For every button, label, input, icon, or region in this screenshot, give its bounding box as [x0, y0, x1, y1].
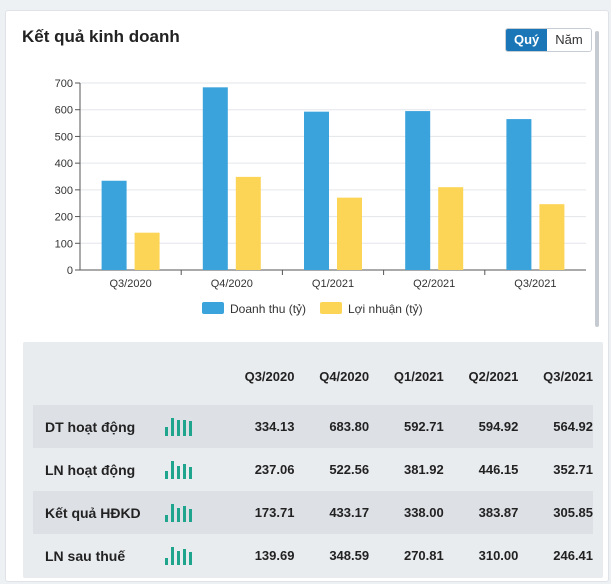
x-tick-label: Q3/2021 — [514, 278, 556, 290]
table-cell: 383.87 — [478, 505, 519, 520]
table-cell: 334.13 — [254, 419, 295, 434]
revenue-bar — [101, 180, 127, 270]
period-toggle: Quý Năm — [505, 28, 592, 52]
profit-bar — [337, 197, 362, 270]
table-cell: 246.41 — [553, 548, 594, 563]
table-cell: 522.56 — [329, 462, 370, 477]
table-cell: 381.92 — [403, 462, 444, 477]
row-label: LN hoạt động — [45, 461, 136, 478]
revenue-bar — [304, 111, 329, 270]
table-cell: 683.80 — [329, 419, 370, 434]
table-cell: 348.59 — [329, 548, 370, 563]
sparkline-bar — [170, 546, 174, 565]
legend-profit-label: Lợi nhuận (tỷ) — [348, 302, 423, 316]
table-cell: 592.71 — [403, 419, 444, 434]
sparkline-bar — [188, 466, 192, 479]
profit-bar — [134, 232, 160, 270]
row-label: Kết quả HĐKD — [45, 504, 141, 521]
column-header: Q1/2021 — [393, 368, 444, 384]
revenue-bar — [405, 111, 431, 270]
sparkline-icon[interactable] — [161, 459, 220, 481]
sparkline-bar — [182, 505, 186, 522]
y-tick-label: 400 — [55, 158, 73, 170]
sparkline-icon[interactable] — [161, 416, 220, 438]
table-row: Kết quả HĐKD 173.71 433.17 338.00 383.87… — [33, 491, 593, 534]
y-tick-label: 200 — [55, 212, 73, 224]
table-cell: 352.71 — [553, 462, 594, 477]
sparkline-icon[interactable] — [161, 502, 220, 524]
revenue-bar — [202, 87, 228, 270]
sparkline-bar — [188, 551, 192, 565]
y-tick-label: 500 — [55, 131, 73, 143]
profit-bar — [539, 204, 565, 270]
table-cell: 270.81 — [403, 548, 444, 563]
revenue-profit-chart: 0 100 200 300 400 500 600 700 Q3/2020 Q4/2020 Q1/2… — [55, 78, 586, 316]
table-cell: 310.00 — [478, 548, 519, 563]
table-row: LN sau thuế 139.69 348.59 270.81 310.00 … — [33, 534, 593, 577]
sparkline-bar — [176, 419, 180, 436]
sparkline-bar — [182, 463, 186, 479]
table-cell: 237.06 — [254, 462, 295, 477]
sparkline-bar — [176, 465, 180, 479]
table-cell: 338.00 — [403, 505, 444, 520]
business-results-card: Kết quả kinh doanh Quý Năm 0 100 200 300 400… — [5, 10, 609, 582]
sparkline-bar — [164, 470, 168, 479]
row-label: LN sau thuế — [45, 547, 126, 564]
sparkline-bar — [170, 503, 174, 522]
y-tick-label: 700 — [55, 78, 73, 90]
x-tick-label: Q2/2021 — [413, 278, 455, 290]
table-cell: 446.15 — [478, 462, 519, 477]
profit-bar — [235, 176, 261, 270]
profit-bar — [438, 187, 464, 270]
table-cell: 173.71 — [254, 505, 295, 520]
toggle-quarter-button[interactable]: Quý — [506, 29, 548, 51]
sparkline-bar — [170, 417, 174, 436]
sparkline-bar — [164, 557, 168, 565]
table-header-spark — [161, 365, 220, 387]
column-header: Q4/2020 — [319, 368, 370, 384]
sparkline-bar — [164, 426, 168, 436]
y-tick-label: 600 — [55, 105, 73, 117]
column-header: Q3/2020 — [244, 368, 295, 384]
column-header: Q3/2021 — [543, 368, 594, 384]
legend-profit-swatch — [320, 302, 342, 314]
table-cell: 139.69 — [254, 548, 295, 563]
sparkline-bar — [182, 419, 186, 436]
table-cell: 564.92 — [553, 419, 594, 434]
legend-revenue-swatch — [202, 302, 224, 314]
table-row: DT hoạt động 334.13 683.80 592.71 594.92… — [33, 405, 593, 448]
legend-revenue-label: Doanh thu (tỷ) — [230, 302, 306, 316]
sparkline-bar — [164, 514, 168, 522]
toggle-year-button[interactable]: Năm — [547, 29, 591, 51]
sparkline-bar — [176, 507, 180, 522]
sparkline-bar — [176, 550, 180, 565]
table-cell: 305.85 — [553, 505, 594, 520]
table-row: LN hoạt động 237.06 522.56 381.92 446.15… — [33, 448, 593, 491]
results-table: Q3/2020 Q4/2020 Q1/2021 Q2/2021 Q3/2021 … — [23, 342, 603, 578]
sparkline-bar — [170, 460, 174, 479]
sparkline-icon[interactable] — [161, 545, 220, 567]
table-header-row: Q3/2020 Q4/2020 Q1/2021 Q2/2021 Q3/2021 — [33, 360, 593, 392]
revenue-bar — [506, 119, 532, 270]
card-title: Kết quả kinh doanh — [22, 27, 180, 46]
x-tick-label: Q1/2021 — [312, 278, 354, 290]
table-cell: 594.92 — [478, 419, 519, 434]
sparkline-bar — [182, 548, 186, 565]
chart-scrollbar[interactable] — [595, 31, 599, 327]
column-header: Q2/2021 — [468, 368, 519, 384]
y-tick-label: 0 — [67, 265, 73, 277]
y-tick-label: 300 — [55, 185, 73, 197]
row-label: DT hoạt động — [45, 418, 136, 435]
table-cell: 433.17 — [329, 505, 370, 520]
y-tick-label: 100 — [55, 238, 73, 250]
x-tick-label: Q3/2020 — [109, 278, 151, 290]
x-tick-label: Q4/2020 — [211, 278, 253, 290]
sparkline-bar — [188, 508, 192, 522]
sparkline-bar — [188, 420, 192, 436]
